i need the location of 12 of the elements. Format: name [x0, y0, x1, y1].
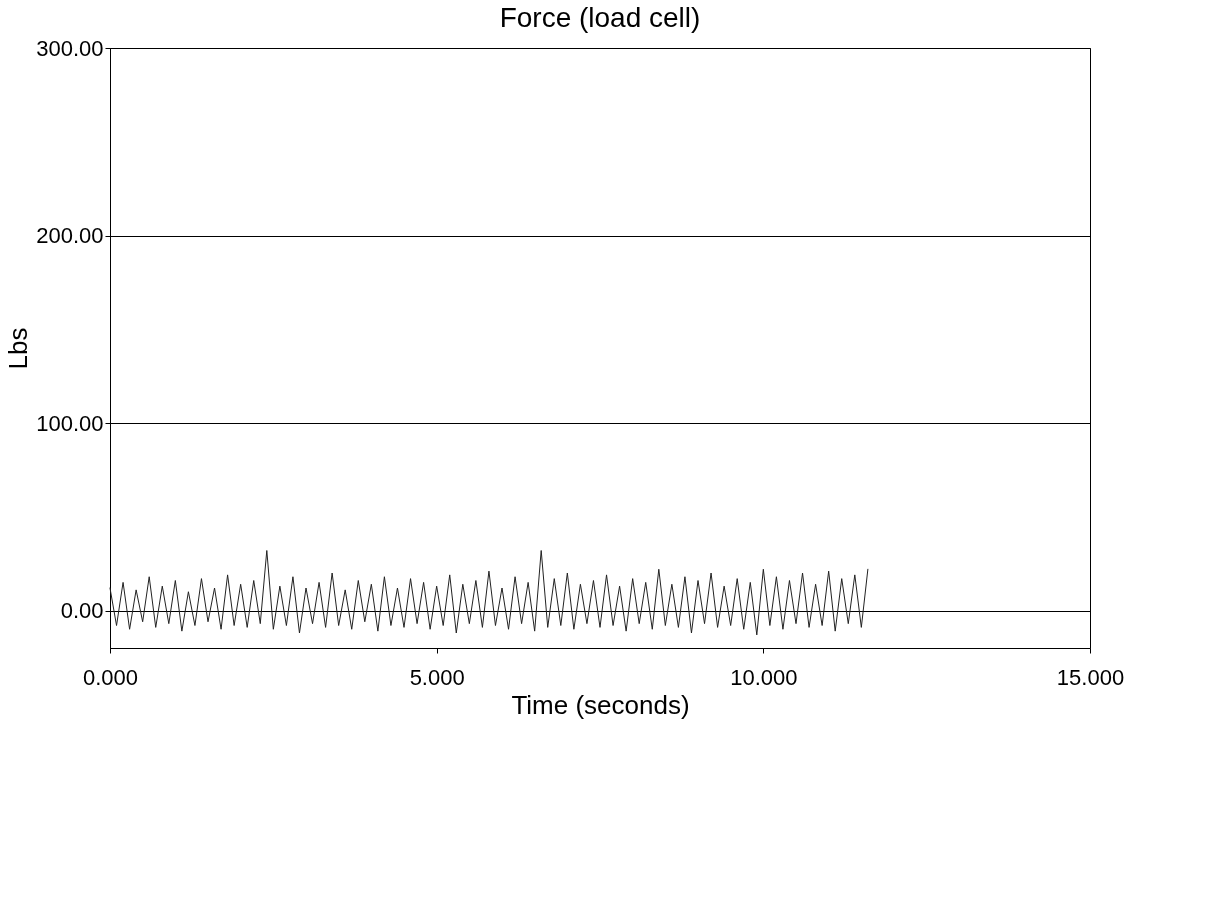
x-tick-label: 0.000 — [82, 664, 139, 690]
y-tick-label: 300.00 — [36, 35, 104, 61]
line-series — [109, 550, 869, 636]
x-tick-label: 5.000 — [409, 664, 465, 690]
chart-title: Force (load cell) — [499, 2, 701, 33]
y-tick-label: 200.00 — [36, 223, 104, 248]
x-axis-title: Time (seconds) — [511, 689, 690, 720]
y-axis-title: Lbs — [3, 327, 34, 370]
x-tick-label: 15.000 — [1056, 664, 1125, 690]
y-tick-label: 100.00 — [36, 410, 104, 436]
x-tick-label: 10.000 — [730, 664, 798, 690]
y-tick-label: 0.00 — [60, 598, 104, 623]
